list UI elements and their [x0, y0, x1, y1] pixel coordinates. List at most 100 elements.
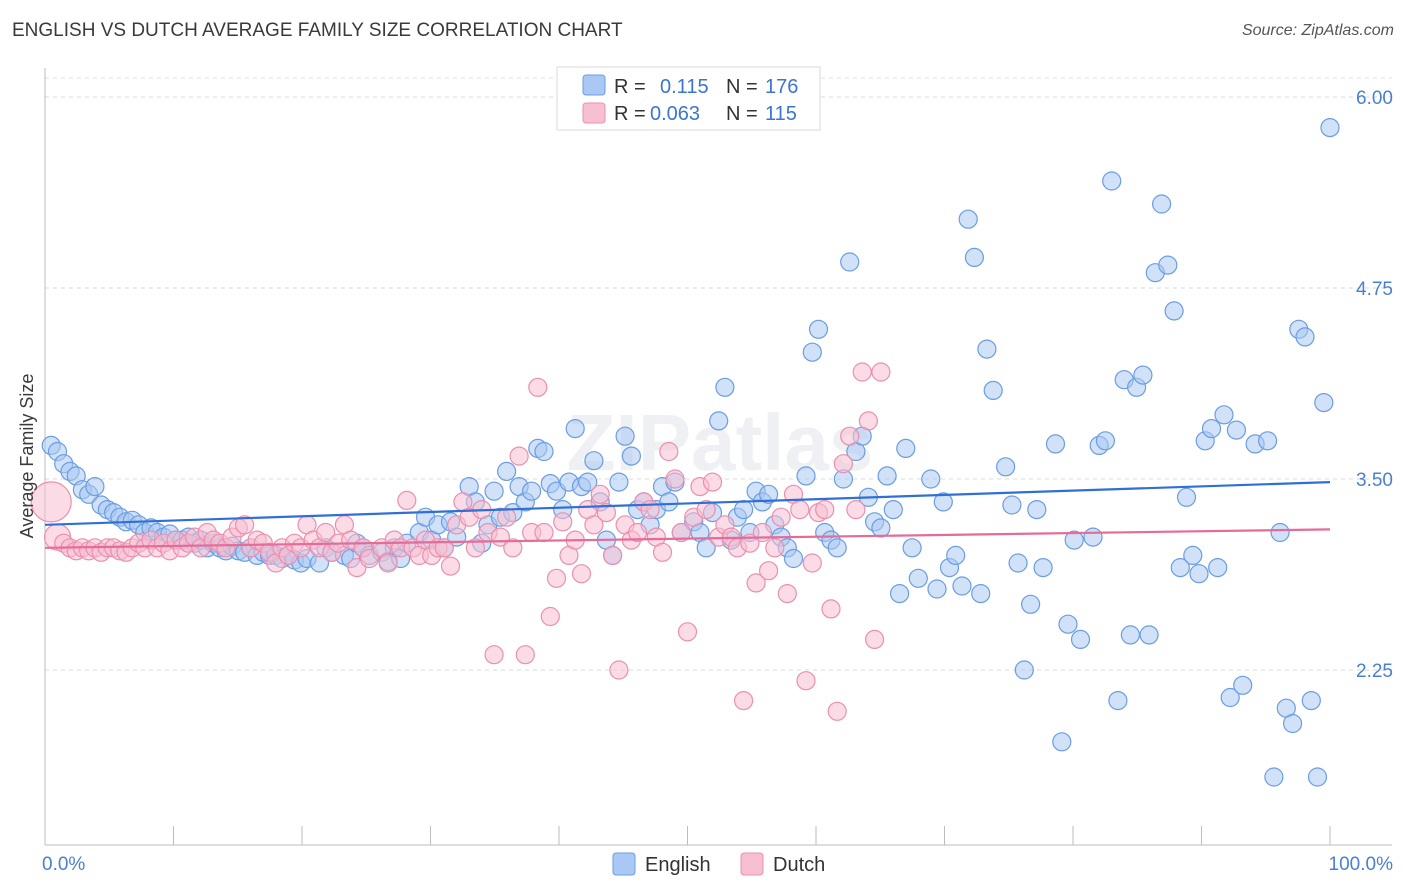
- x-tick-label: 100.0%: [1329, 854, 1394, 875]
- english-point: [1014, 660, 1034, 680]
- english-point: [883, 500, 903, 520]
- chart-source: Source: ZipAtlas.com: [1241, 22, 1394, 39]
- english-point: [796, 466, 816, 486]
- dutch-point: [515, 645, 535, 665]
- dutch-point: [840, 426, 860, 446]
- dutch-point: [540, 606, 560, 627]
- dutch-point: [864, 629, 885, 650]
- dutch-point: [802, 553, 822, 573]
- legend-item-dutch[interactable]: Dutch: [740, 852, 825, 876]
- english-point: [1226, 420, 1247, 440]
- english-point: [521, 481, 542, 501]
- dutch-point: [702, 472, 723, 492]
- english-point: [1070, 629, 1091, 650]
- dutch-point: [571, 564, 592, 584]
- dutch-point: [771, 507, 791, 527]
- dutch-point: [671, 522, 691, 543]
- english-trend-line: [44, 481, 1331, 526]
- english-point: [1270, 522, 1290, 543]
- dutch-point: [534, 522, 554, 543]
- english-point: [827, 538, 847, 558]
- english-point: [1295, 327, 1315, 347]
- english-point: [1120, 625, 1141, 645]
- dutch-point: [546, 568, 567, 588]
- axes: [44, 68, 1392, 846]
- stats-row-dutch: R = 0.063 N = 115: [582, 102, 797, 125]
- english-point: [1027, 500, 1047, 520]
- dutch-point: [640, 500, 660, 520]
- english-point: [1176, 487, 1197, 507]
- english-point: [1158, 255, 1178, 275]
- english-point: [1139, 625, 1159, 645]
- english-point: [1020, 594, 1041, 614]
- dutch-point: [677, 622, 698, 642]
- english-point: [1257, 431, 1278, 451]
- english-point: [659, 492, 679, 512]
- english-point: [927, 579, 947, 599]
- english-point: [802, 342, 822, 362]
- grid-lines: [45, 77, 1392, 671]
- dutch-point: [790, 500, 810, 520]
- x-tick-label: 0.0%: [42, 854, 85, 875]
- stats-n-label: N =: [726, 76, 758, 98]
- dutch-point: [30, 481, 72, 523]
- dutch-point: [652, 542, 673, 562]
- english-point: [1264, 767, 1284, 787]
- english-point: [1233, 675, 1253, 695]
- english-point: [584, 451, 604, 471]
- y-tick-label: 4.75: [1356, 279, 1393, 300]
- dutch-point: [846, 500, 866, 520]
- dutch-point: [659, 441, 679, 462]
- english-point: [1133, 365, 1153, 385]
- english-point: [1033, 557, 1053, 578]
- stats-r-label: R =: [614, 76, 646, 98]
- english-point: [1208, 557, 1228, 578]
- stats-row-english: R = 0.115 N = 176: [582, 74, 798, 98]
- english-point: [995, 457, 1016, 477]
- english-point: [497, 461, 517, 481]
- legend-item-english[interactable]: English: [612, 852, 711, 876]
- dutch-point: [509, 446, 529, 466]
- english-point: [85, 477, 105, 497]
- dutch-point: [378, 553, 398, 573]
- dutch-point: [821, 599, 841, 619]
- english-point: [565, 419, 585, 439]
- stats-r-label: R =: [614, 103, 646, 125]
- english-point: [871, 518, 891, 538]
- english-point: [1002, 495, 1022, 515]
- dutch-point: [397, 490, 417, 510]
- english-point: [1307, 767, 1328, 787]
- english-point: [1282, 713, 1303, 734]
- dutch-point: [497, 507, 517, 527]
- dutch-point: [316, 522, 336, 543]
- english-point: [908, 568, 928, 588]
- english-point: [1058, 614, 1078, 634]
- dutch-point: [528, 377, 548, 397]
- dutch-point: [484, 645, 504, 665]
- dutch-point: [858, 411, 879, 431]
- dutch-point: [235, 515, 255, 535]
- y-tick-label: 3.50: [1356, 470, 1393, 491]
- dutch-point: [627, 522, 648, 543]
- stats-r-value: 0.115: [660, 76, 709, 98]
- english-point: [1008, 553, 1028, 573]
- english-point: [946, 545, 966, 566]
- english-point: [578, 472, 598, 492]
- english-point: [1320, 117, 1340, 138]
- y-tick-label: 2.25: [1356, 661, 1393, 682]
- english-point: [808, 319, 829, 339]
- english-point: [1314, 393, 1334, 413]
- english-point: [1170, 557, 1190, 578]
- english-point: [1083, 527, 1103, 547]
- english-point: [1151, 194, 1172, 214]
- english-point: [1164, 301, 1184, 321]
- stats-r-value: 0.063: [650, 103, 700, 125]
- legend-label-english: English: [645, 854, 711, 876]
- y-tick-label: 6.00: [1356, 88, 1393, 109]
- english-point: [484, 481, 504, 501]
- dutch-point: [758, 561, 779, 581]
- dutch-point: [733, 690, 754, 711]
- english-point: [709, 411, 729, 431]
- english-point: [1201, 419, 1222, 439]
